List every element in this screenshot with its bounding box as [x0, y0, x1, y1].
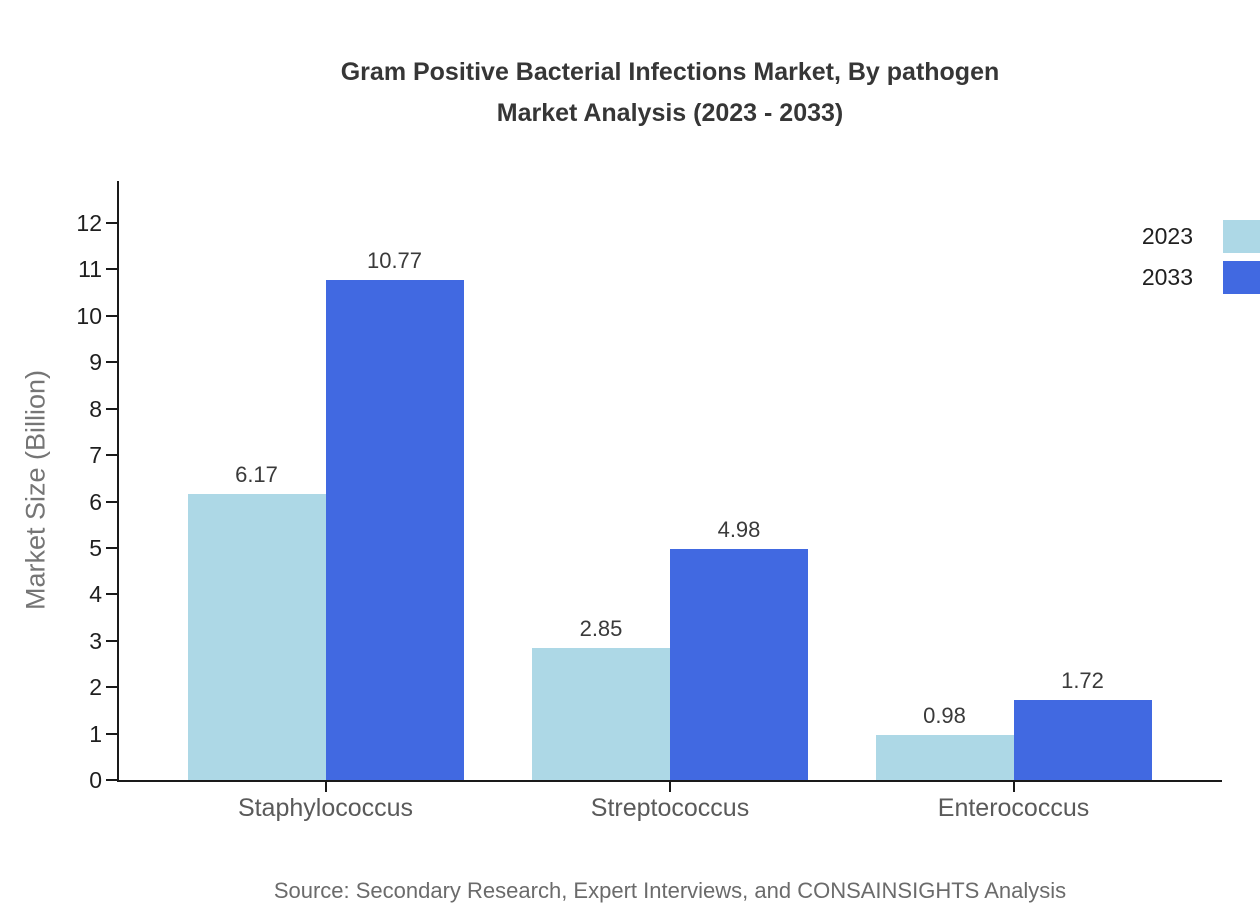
source-text: Source: Secondary Research, Expert Inter… [273, 878, 1067, 903]
y-axis-line [117, 181, 119, 782]
x-tick-mark [324, 782, 327, 792]
y-tick-mark [106, 222, 117, 224]
x-tick-mark [1012, 782, 1015, 792]
y-tick-mark [106, 732, 117, 735]
bar-2033-staphylococcus [325, 280, 464, 780]
chart-title-line1: Gram Positive Bacterial Infections Marke… [340, 58, 1000, 86]
y-tick-label: 2 [89, 674, 102, 701]
y-tick-label: 0 [89, 767, 102, 793]
y-tick-label: 10 [76, 302, 102, 329]
x-category-label: Streptococcus [590, 794, 750, 822]
y-tick-label: 11 [78, 256, 102, 283]
y-tick-label: 9 [89, 349, 102, 376]
y-tick-mark [106, 546, 117, 549]
y-tick-mark [106, 407, 117, 410]
chart-title: Gram Positive Bacterial Infections Marke… [118, 52, 1222, 134]
bar-value-label: 4.98 [717, 516, 761, 542]
bar-value-label: 2.85 [579, 615, 623, 641]
bar-2023-staphylococcus [187, 493, 326, 780]
y-tick-mark [106, 779, 117, 781]
y-tick-label: 7 [89, 442, 102, 469]
y-tick-label: 12 [76, 210, 102, 236]
x-category-label: Staphylococcus [237, 794, 414, 822]
bar-value-label: 10.77 [366, 248, 423, 274]
legend-label-2023: 2023 [1141, 223, 1193, 249]
y-tick-label: 5 [89, 534, 102, 561]
bar-2023-streptococcus [532, 647, 670, 780]
y-tick-mark [106, 686, 117, 689]
y-tick-mark [106, 500, 117, 503]
bar-value-label: 6.17 [235, 461, 278, 487]
y-tick-mark [106, 454, 117, 457]
bar-value-label: 1.72 [1061, 668, 1104, 694]
y-tick-label: 6 [89, 488, 102, 515]
x-tick-mark [669, 782, 671, 792]
bar-2023-enterococcus [875, 734, 1014, 780]
y-tick-label: 1 [89, 720, 102, 747]
y-tick-label: 8 [89, 395, 102, 422]
chart-title-line2: Market Analysis (2023 - 2033) [496, 99, 844, 127]
legend-swatch-2033 [1223, 260, 1260, 294]
legend-label-2033: 2033 [1141, 263, 1193, 290]
y-tick-mark [106, 361, 117, 364]
bar-2033-streptococcus [670, 548, 808, 780]
x-axis-line [117, 780, 1222, 782]
x-category-label: Enterococcus [937, 794, 1090, 822]
y-tick-mark [106, 314, 117, 317]
y-tick-mark [106, 268, 117, 271]
bar-2033-enterococcus [1013, 700, 1152, 780]
y-tick-mark [106, 639, 117, 642]
y-tick-label: 3 [89, 627, 102, 654]
y-tick-mark [106, 593, 117, 596]
y-tick-label: 4 [89, 581, 102, 608]
legend-swatch-2023 [1223, 220, 1260, 253]
bar-value-label: 0.98 [923, 702, 966, 728]
